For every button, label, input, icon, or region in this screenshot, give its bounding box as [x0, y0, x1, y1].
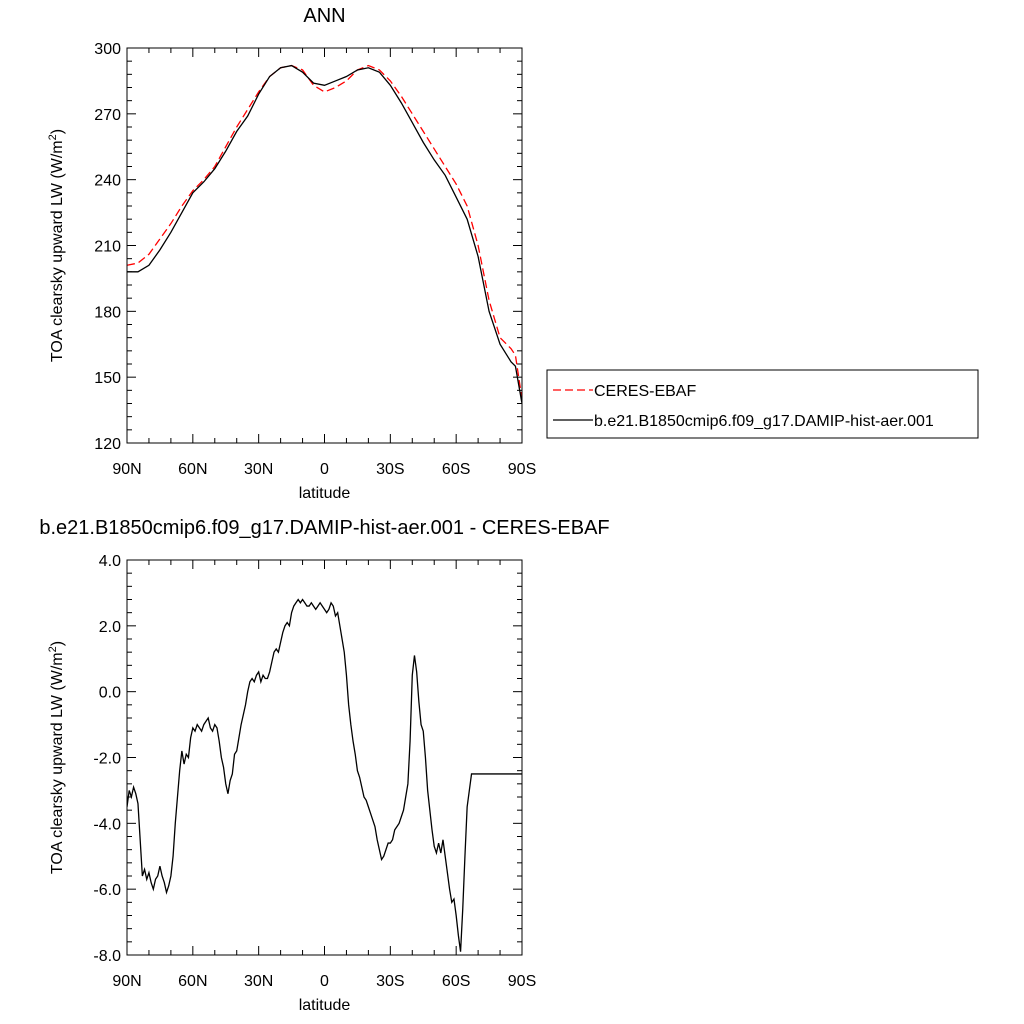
plot-frame: [126, 559, 523, 956]
x-tick-label: 60N: [178, 973, 207, 990]
plot-title: b.e21.B1850cmip6.f09_g17.DAMIP-hist-aer.…: [39, 517, 609, 539]
series-line-model: [127, 64, 522, 404]
y-tick-label: 150: [94, 370, 121, 387]
difference-line: [127, 598, 522, 952]
legend-box: [546, 369, 979, 439]
bottom-panel: b.e21.B1850cmip6.f09_g17.DAMIP-hist-aer.…: [39, 517, 609, 1014]
x-axis-title: latitude: [299, 485, 351, 502]
y-axis-title-main: TOA clearsky upward LW (W/m: [49, 140, 66, 362]
y-tick-label: 120: [94, 436, 121, 453]
x-axis-title: latitude: [299, 997, 351, 1014]
y-tick-label: 4.0: [99, 553, 121, 570]
x-tick-label: 90S: [508, 461, 536, 478]
y-tick-label: 270: [94, 107, 121, 124]
y-tick-label: -6.0: [93, 882, 121, 899]
x-tick-label: 30S: [376, 461, 404, 478]
x-tick-label: 30N: [244, 461, 273, 478]
y-axis-title: TOA clearsky upward LW (W/m2): [47, 641, 66, 874]
x-tick-label: 60S: [442, 973, 470, 990]
y-tick-label: 180: [94, 304, 121, 321]
series-line-ceres-ebaf: [127, 64, 522, 400]
x-tick-label: 60S: [442, 461, 470, 478]
y-tick-label: 2.0: [99, 619, 121, 636]
x-tick-label: 60N: [178, 461, 207, 478]
plot-frame: [126, 47, 523, 444]
y-tick-label: 300: [94, 41, 121, 58]
x-tick-label: 0: [320, 973, 329, 990]
plot-title: ANN: [303, 5, 345, 27]
y-axis-title-end: ): [49, 641, 66, 646]
y-tick-label: 0.0: [99, 685, 121, 702]
y-tick-label: 210: [94, 239, 121, 256]
x-tick-label: 30S: [376, 973, 404, 990]
y-axis-title-superscript: 2: [47, 134, 59, 140]
x-tick-label: 90N: [112, 973, 141, 990]
legend: CERES-EBAF b.e21.B1850cmip6.f09_g17.DAMIP…: [546, 369, 979, 439]
y-tick-label: 240: [94, 173, 121, 190]
y-axis-title-main: TOA clearsky upward LW (W/m: [49, 652, 66, 874]
y-tick-label: -8.0: [93, 948, 121, 965]
x-tick-label: 30N: [244, 973, 273, 990]
y-tick-label: -2.0: [93, 751, 121, 768]
legend-label: b.e21.B1850cmip6.f09_g17.DAMIP-hist-aer.…: [594, 413, 934, 430]
x-tick-label: 90N: [112, 461, 141, 478]
x-tick-label: 90S: [508, 973, 536, 990]
y-axis-title: TOA clearsky upward LW (W/m2): [47, 129, 66, 362]
x-tick-label: 0: [320, 461, 329, 478]
y-axis-title-end: ): [49, 129, 66, 134]
y-tick-label: -4.0: [93, 816, 121, 833]
top-panel: ANN 300 270 240 210 180 150 120 90N 60N 30N 0 30S 60S…: [47, 5, 979, 502]
y-axis-title-superscript: 2: [47, 646, 59, 652]
legend-label: CERES-EBAF: [594, 383, 696, 400]
